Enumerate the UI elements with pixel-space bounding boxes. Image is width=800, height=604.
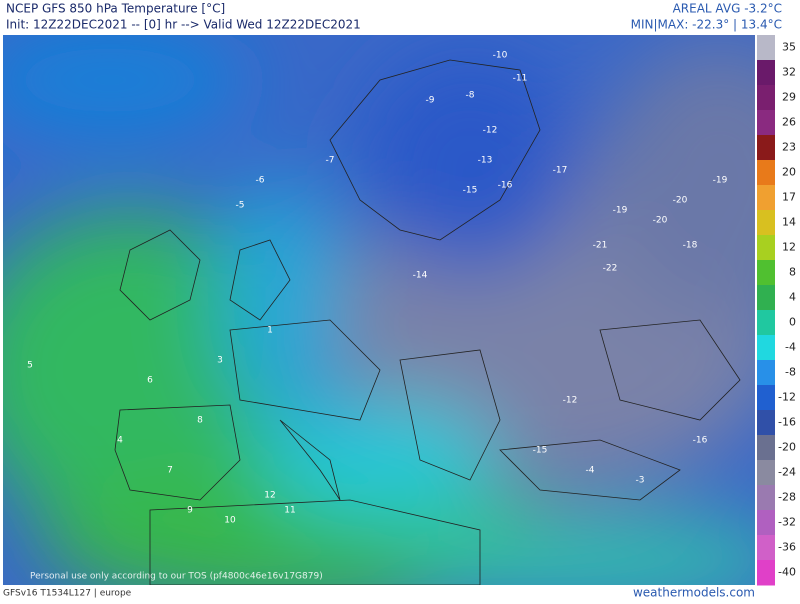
- colorbar-segment: [757, 285, 775, 311]
- colorbar-segment: [757, 185, 775, 211]
- temperature-label: -12: [563, 396, 578, 406]
- colorbar-tick-label: -36: [778, 541, 796, 554]
- colorbar-tick-label: 32: [782, 66, 796, 79]
- colorbar-segment: [757, 160, 775, 186]
- colorbar-segment: [757, 110, 775, 136]
- temperature-label: -18: [683, 241, 698, 251]
- colorbar-segment: [757, 410, 775, 436]
- temperature-label: -7: [326, 156, 335, 166]
- temperature-label: 7: [167, 466, 173, 476]
- min-max: MIN|MAX: -22.3° | 13.4°C: [631, 18, 782, 32]
- temperature-label: -22: [603, 264, 618, 274]
- colorbar-segment: [757, 335, 775, 361]
- colorbar-tick-label: 14: [782, 216, 796, 229]
- colorbar-segment: [757, 460, 775, 486]
- colorbar-tick-label: -24: [778, 466, 796, 479]
- temperature-label: 6: [147, 376, 153, 386]
- subtitle: Init: 12Z22DEC2021 -- [0] hr --> Valid W…: [6, 18, 361, 32]
- temperature-label: -9: [426, 96, 435, 106]
- colorbar-tick-label: -40: [778, 566, 796, 579]
- temperature-label: -15: [463, 186, 478, 196]
- model-info: GFSv16 T1534L127 | europe: [3, 589, 132, 599]
- temperature-label: -16: [693, 436, 708, 446]
- temperature-label: -14: [413, 271, 428, 281]
- temperature-label: -4: [586, 466, 595, 476]
- colorbar-segment: [757, 35, 775, 61]
- colorbar-segment: [757, 535, 775, 561]
- colorbar-tick-label: 29: [782, 91, 796, 104]
- temperature-label: 9: [187, 506, 193, 516]
- site-link[interactable]: weathermodels.com: [633, 586, 755, 600]
- colorbar-tick-label: 0: [789, 316, 796, 329]
- colorbar-tick-label: -4: [785, 341, 796, 354]
- colorbar-tick-label: -16: [778, 416, 796, 429]
- colorbar-tick-label: 23: [782, 141, 796, 154]
- temperature-label: -16: [498, 181, 513, 191]
- colorbar-segment: [757, 135, 775, 161]
- areal-avg: AREAL AVG -3.2°C: [673, 2, 782, 16]
- colorbar-tick-label: -20: [778, 441, 796, 454]
- temperature-label: -17: [553, 166, 568, 176]
- temperature-label: -21: [593, 241, 608, 251]
- temperature-label: 4: [117, 436, 123, 446]
- temperature-label: -3: [636, 476, 645, 486]
- colorbar: 35 32 29 26 23 20 17 14 12 8 4 0 -4 -8 -12 -16 -20 -24 -28…: [757, 35, 796, 586]
- colorbar-segment: [757, 385, 775, 411]
- map-labels: -10 -11 -9 -8 -12 -13 -15 -16 -17 -19 -20 -21 -22 -18…: [27, 51, 727, 526]
- title: NCEP GFS 850 hPa Temperature [°C]: [6, 2, 225, 16]
- colorbar-segment: [757, 60, 775, 86]
- colorbar-segment: [757, 435, 775, 461]
- temperature-label: -20: [673, 196, 688, 206]
- colorbar-tick-label: -28: [778, 491, 796, 504]
- temperature-label: -11: [513, 74, 528, 84]
- colorbar-tick-label: 26: [782, 116, 796, 129]
- temperature-label: 12: [264, 491, 275, 501]
- colorbar-tick-label: -12: [778, 391, 796, 404]
- colorbar-tick-label: 17: [782, 191, 796, 204]
- colorbar-segment: [757, 210, 775, 236]
- watermark: Personal use only according to our TOS (…: [30, 572, 323, 582]
- colorbar-segment: [757, 560, 775, 586]
- colorbar-tick-label: 12: [782, 241, 796, 254]
- coastlines: [114, 59, 741, 585]
- temperature-label: -10: [493, 51, 508, 61]
- temperature-label: -15: [533, 446, 548, 456]
- colorbar-segment: [757, 85, 775, 111]
- temperature-label: 3: [217, 356, 223, 366]
- colorbar-tick-label: 20: [782, 166, 796, 179]
- temperature-label: 8: [197, 416, 203, 426]
- temperature-label: -20: [653, 216, 668, 226]
- temperature-label: 10: [224, 516, 236, 526]
- colorbar-segment: [757, 260, 775, 286]
- colorbar-segment: [757, 510, 775, 536]
- colorbar-segment: [757, 485, 775, 511]
- temperature-label: -19: [613, 206, 628, 216]
- colorbar-tick-label: 8: [789, 266, 796, 279]
- temperature-label: -8: [466, 91, 475, 101]
- colorbar-segment: [757, 235, 775, 261]
- temperature-label: -5: [236, 201, 245, 211]
- colorbar-segment: [757, 310, 775, 336]
- colorbar-tick-label: 4: [789, 291, 796, 304]
- temperature-label: 5: [27, 361, 33, 371]
- temperature-label: -13: [478, 156, 493, 166]
- colorbar-segment: [757, 360, 775, 386]
- temperature-label: 11: [284, 506, 295, 516]
- colorbar-tick-label: 35: [782, 41, 796, 54]
- temperature-label: -6: [256, 176, 265, 186]
- map-field: -10 -11 -9 -8 -12 -13 -15 -16 -17 -19 -20 -21 -22 -18…: [3, 35, 755, 585]
- colorbar-tick-label: -32: [778, 516, 796, 529]
- temperature-label: -12: [483, 126, 498, 136]
- colorbar-tick-label: -8: [785, 366, 796, 379]
- temperature-label: -19: [713, 176, 728, 186]
- temperature-label: 1: [267, 326, 273, 336]
